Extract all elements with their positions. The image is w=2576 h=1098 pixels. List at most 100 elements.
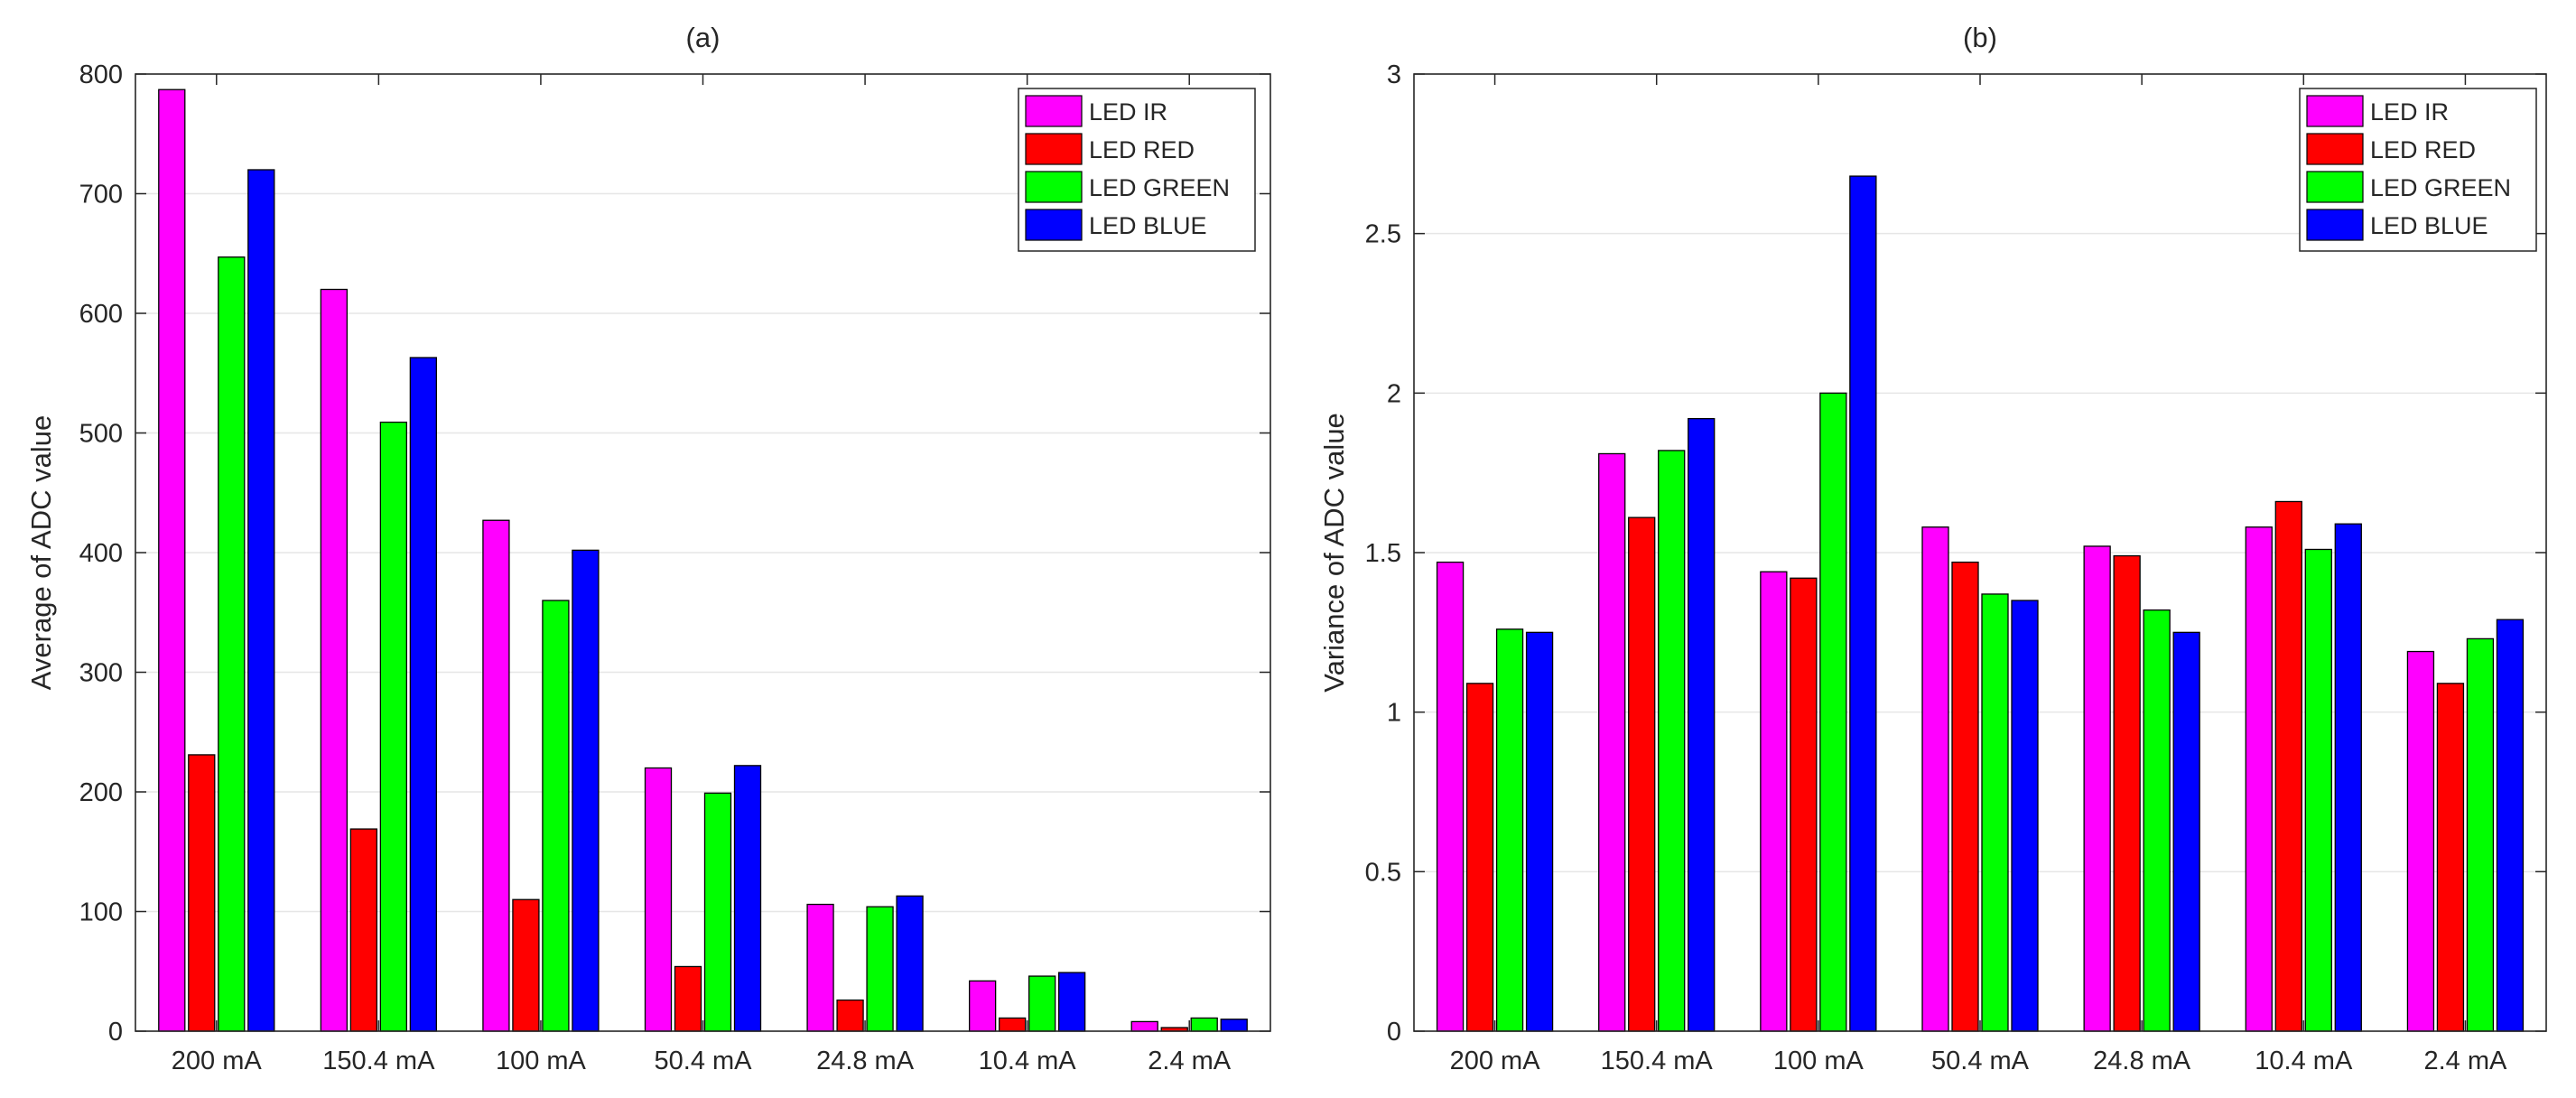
chart-title: (a) bbox=[686, 22, 721, 53]
bar-led-ir bbox=[2406, 650, 2435, 1032]
bar-led-blue bbox=[733, 765, 762, 1032]
y-tick-label: 500 bbox=[79, 420, 123, 449]
bar-led-blue bbox=[247, 169, 275, 1032]
panel-a-average-adc: 0 100 200 300 400 500 600 700 800 200 mA 150.4 mA 1… bbox=[25, 22, 1271, 1075]
bar-led-red bbox=[998, 1017, 1027, 1032]
legend-swatch-led-green bbox=[2306, 171, 2364, 203]
bar-led-ir bbox=[482, 519, 510, 1032]
bar-led-green bbox=[379, 421, 408, 1032]
x-tick-label: 200 mA bbox=[1450, 1047, 1541, 1075]
bar-led-ir bbox=[644, 767, 673, 1032]
legend-swatch-led-green bbox=[1025, 171, 1083, 203]
panel-b-variance-adc: 0 0.5 1 1.5 2 2.5 3 200 mA 150.4 mA 100 mA 50.4 mA… bbox=[1318, 22, 2547, 1075]
legend-swatch-led-red bbox=[1025, 133, 1083, 165]
bar-led-blue bbox=[572, 549, 600, 1032]
chart-title: (b) bbox=[1963, 22, 1997, 53]
bar-led-red bbox=[1951, 561, 1979, 1032]
bar-led-red bbox=[2274, 500, 2302, 1032]
bar-led-green bbox=[218, 256, 246, 1032]
bar-led-green bbox=[866, 906, 894, 1032]
legend-label: LED IR bbox=[1089, 98, 1167, 126]
x-tick-label: 50.4 mA bbox=[1931, 1047, 2030, 1075]
bar-led-ir bbox=[1436, 561, 1465, 1032]
bar-led-blue bbox=[1057, 972, 1086, 1032]
bar-led-blue bbox=[409, 357, 438, 1032]
x-tick-label: 150.4 mA bbox=[1601, 1047, 1714, 1075]
bar-led-blue bbox=[2011, 600, 2039, 1032]
x-tick-label: 50.4 mA bbox=[655, 1047, 753, 1075]
legend-label: LED BLUE bbox=[2370, 212, 2488, 239]
bar-led-red bbox=[674, 965, 702, 1032]
bar-led-red bbox=[2436, 683, 2465, 1032]
legend-label: LED RED bbox=[2370, 136, 2476, 163]
bar-led-red bbox=[1790, 577, 1818, 1032]
y-tick-label: 0.5 bbox=[1365, 858, 1401, 887]
bar-led-ir bbox=[320, 288, 349, 1032]
x-tick-label: 24.8 mA bbox=[2093, 1047, 2191, 1075]
bar-led-blue bbox=[2334, 523, 2362, 1032]
x-tick-label: 10.4 mA bbox=[979, 1047, 1077, 1075]
x-tick-label: 200 mA bbox=[172, 1047, 263, 1075]
bar-led-blue bbox=[1688, 417, 1716, 1032]
y-tick-label: 700 bbox=[79, 181, 123, 209]
bar-led-red bbox=[2113, 554, 2141, 1032]
bar-led-blue bbox=[1220, 1019, 1248, 1032]
legend-label: LED GREEN bbox=[1089, 174, 1230, 201]
bar-led-green bbox=[1819, 392, 1847, 1032]
x-tick-label: 100 mA bbox=[496, 1047, 587, 1075]
y-axis-title: Variance of ADC value bbox=[1318, 413, 1350, 693]
x-tick-label: 24.8 mA bbox=[816, 1047, 915, 1075]
x-tick-label: 2.4 mA bbox=[1148, 1047, 1232, 1075]
bar-led-red bbox=[1628, 516, 1656, 1032]
y-tick-label: 2 bbox=[1387, 379, 1401, 408]
bar-led-green bbox=[1028, 975, 1056, 1032]
legend-label: LED IR bbox=[2370, 98, 2449, 126]
bar-led-ir bbox=[1921, 526, 1949, 1032]
bar-led-green bbox=[2143, 609, 2171, 1032]
y-tick-label: 1 bbox=[1387, 699, 1401, 728]
bar-led-blue bbox=[1849, 175, 1877, 1032]
bar-led-red bbox=[836, 999, 864, 1032]
bar-led-green bbox=[703, 792, 732, 1032]
bar-led-ir bbox=[158, 88, 186, 1032]
bar-led-ir bbox=[806, 903, 834, 1032]
bar-led-ir bbox=[2245, 526, 2273, 1032]
bar-led-green bbox=[1658, 450, 1686, 1032]
legend: LED IR LED RED LED GREEN LED BLUE bbox=[1018, 88, 1256, 252]
bar-led-blue bbox=[2496, 619, 2525, 1032]
legend-swatch-led-red bbox=[2306, 133, 2364, 165]
legend-swatch-led-ir bbox=[1025, 95, 1083, 127]
y-tick-label: 400 bbox=[79, 539, 123, 568]
x-tick-label: 2.4 mA bbox=[2423, 1047, 2507, 1075]
y-tick-label: 0 bbox=[108, 1018, 123, 1047]
y-tick-label: 600 bbox=[79, 300, 123, 329]
x-tick-label: 150.4 mA bbox=[322, 1047, 435, 1075]
y-tick-label: 300 bbox=[79, 659, 123, 688]
y-tick-label: 200 bbox=[79, 778, 123, 807]
y-tick-label: 1.5 bbox=[1365, 539, 1401, 568]
legend-label: LED RED bbox=[1089, 136, 1195, 163]
bar-led-ir bbox=[1130, 1020, 1158, 1032]
y-axis-title: Average of ADC value bbox=[25, 415, 57, 690]
bar-led-blue bbox=[1525, 631, 1554, 1032]
bar-led-green bbox=[1495, 628, 1524, 1032]
bar-led-blue bbox=[2172, 631, 2200, 1032]
bar-led-ir bbox=[968, 980, 997, 1032]
legend-swatch-led-ir bbox=[2306, 95, 2364, 127]
legend: LED IR LED RED LED GREEN LED BLUE bbox=[2299, 88, 2537, 252]
bar-led-red bbox=[349, 828, 378, 1032]
bar-led-green bbox=[1981, 593, 2009, 1032]
x-tick-label: 100 mA bbox=[1773, 1047, 1865, 1075]
y-tick-label: 0 bbox=[1387, 1018, 1401, 1047]
bar-led-red bbox=[1465, 683, 1494, 1032]
bar-led-green bbox=[2466, 637, 2495, 1032]
legend-swatch-led-blue bbox=[1025, 209, 1083, 241]
bar-led-red bbox=[188, 754, 216, 1032]
legend-label: LED BLUE bbox=[1089, 212, 1207, 239]
legend-swatch-led-blue bbox=[2306, 209, 2364, 241]
bar-led-ir bbox=[1760, 571, 1788, 1032]
bar-led-blue bbox=[896, 895, 924, 1032]
bar-led-green bbox=[1190, 1017, 1218, 1032]
bar-led-green bbox=[542, 600, 570, 1032]
